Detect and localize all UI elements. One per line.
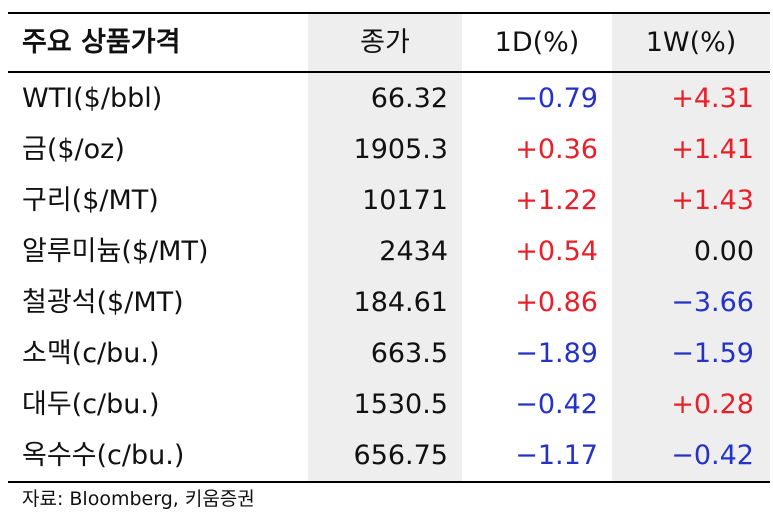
- change-1w: −1.59: [671, 338, 754, 369]
- table-row: 옥수수(c/bu.) 656.75 −1.17 −0.42: [8, 430, 770, 481]
- change-1d: −1.89: [515, 338, 598, 369]
- source-note: 자료: Bloomberg, 키움증권: [22, 488, 255, 510]
- header-close: 종가: [308, 14, 462, 71]
- table-row: 소맥(c/bu.) 663.5 −1.89 −1.59: [8, 328, 770, 379]
- close-value: 663.5: [370, 338, 448, 369]
- table-row: 금($/oz) 1905.3 +0.36 +1.41: [8, 124, 770, 175]
- table-row: 대두(c/bu.) 1530.5 −0.42 +0.28: [8, 379, 770, 430]
- change-1w: +0.28: [671, 389, 754, 420]
- commodity-name: 철광석($/MT): [22, 287, 184, 318]
- table-body: WTI($/bbl) 66.32 −0.79 +4.31 금($/oz) 190…: [8, 73, 770, 483]
- table-row: WTI($/bbl) 66.32 −0.79 +4.31: [8, 73, 770, 124]
- header-name: 주요 상품가격: [22, 27, 181, 58]
- close-value: 2434: [379, 236, 448, 267]
- change-1d: +0.86: [515, 287, 598, 318]
- change-1d: +0.54: [515, 236, 598, 267]
- close-value: 656.75: [353, 440, 448, 471]
- change-1w: 0.00: [693, 236, 754, 267]
- commodity-name: 옥수수(c/bu.): [22, 440, 185, 471]
- change-1w: −0.42: [671, 440, 754, 471]
- header-1w: 1W(%): [612, 14, 770, 71]
- close-value: 1530.5: [353, 389, 448, 420]
- table-row: 알루미늄($/MT) 2434 +0.54 0.00: [8, 226, 770, 277]
- change-1d: −0.79: [515, 83, 598, 114]
- 1w-column-shade: [612, 73, 770, 481]
- change-1d: −0.42: [515, 389, 598, 420]
- table-row: 구리($/MT) 10171 +1.22 +1.43: [8, 175, 770, 226]
- close-value: 1905.3: [353, 134, 448, 165]
- commodity-name: 금($/oz): [22, 134, 125, 165]
- close-column-shade: [308, 73, 462, 481]
- commodity-name: WTI($/bbl): [22, 83, 163, 114]
- change-1d: −1.17: [515, 440, 598, 471]
- table-header: 주요 상품가격 종가 1D(%) 1W(%): [8, 12, 770, 73]
- table-row: 철광석($/MT) 184.61 +0.86 −3.66: [8, 277, 770, 328]
- change-1w: +1.41: [671, 134, 754, 165]
- change-1w: +1.43: [671, 185, 754, 216]
- commodity-name: 소맥(c/bu.): [22, 338, 160, 369]
- close-value: 66.32: [370, 83, 448, 114]
- close-value: 10171: [362, 185, 448, 216]
- close-value: 184.61: [353, 287, 448, 318]
- change-1d: +1.22: [515, 185, 598, 216]
- change-1w: −3.66: [671, 287, 754, 318]
- commodity-name: 구리($/MT): [22, 185, 159, 216]
- header-1d: 1D(%): [494, 27, 580, 58]
- commodity-name: 대두(c/bu.): [22, 389, 160, 420]
- change-1w: +4.31: [671, 83, 754, 114]
- commodity-price-table: 주요 상품가격 종가 1D(%) 1W(%) WTI($/bbl) 66.32 …: [8, 12, 770, 483]
- commodity-name: 알루미늄($/MT): [22, 236, 209, 267]
- change-1d: +0.36: [515, 134, 598, 165]
